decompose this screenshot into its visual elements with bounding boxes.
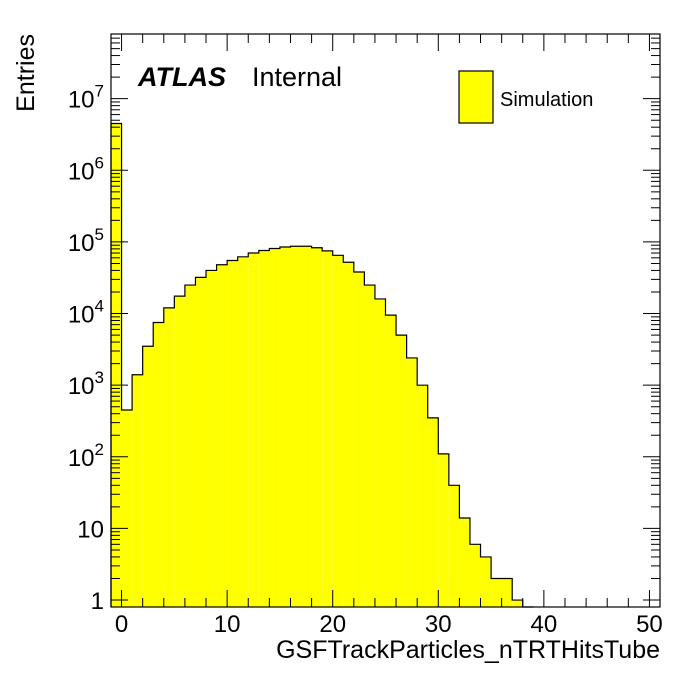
- histogram-bar: [163, 307, 175, 607]
- legend: Simulation: [458, 70, 593, 124]
- atlas-label-bold: ATLAS: [137, 62, 226, 92]
- histogram-bar: [206, 270, 217, 607]
- histogram-bar: [227, 260, 238, 607]
- histogram-bar: [512, 600, 523, 607]
- histogram-bar: [216, 264, 228, 607]
- histogram-bar: [290, 246, 302, 607]
- histogram-bar: [111, 123, 122, 608]
- x-tick-label: 0: [115, 611, 128, 638]
- atlas-label-status: Internal: [252, 62, 342, 92]
- histogram-bar: [396, 335, 407, 607]
- histogram-bar: [332, 255, 344, 607]
- x-tick-label: 50: [636, 611, 663, 638]
- histogram-bar: [459, 517, 470, 607]
- histogram-bar: [353, 272, 365, 607]
- histogram-bar: [491, 578, 502, 607]
- histogram-bar: [385, 315, 397, 607]
- legend-swatch: [458, 70, 494, 124]
- histogram-bar: [174, 296, 185, 607]
- histogram-bar: [438, 453, 449, 607]
- x-tick-labels: 0 10 20 30 40 50: [115, 611, 663, 638]
- histogram-bar: [258, 250, 270, 607]
- histogram-bar: [374, 298, 386, 607]
- x-tick-label: 40: [531, 611, 558, 638]
- axis-ticks: [111, 33, 660, 607]
- histogram-bar: [142, 346, 154, 607]
- histogram-bar: [132, 374, 143, 607]
- histogram-bar: [343, 262, 354, 607]
- histogram-bar: [153, 322, 164, 607]
- histogram-bar: [469, 544, 481, 607]
- histogram-bar: [480, 556, 492, 607]
- y-tick-label: 106: [68, 153, 104, 185]
- histogram-bar: [195, 277, 207, 607]
- histogram-bar: [448, 485, 460, 607]
- x-tick-label: 30: [425, 611, 452, 638]
- histogram-bar: [248, 253, 259, 607]
- histogram-bar: [279, 246, 291, 607]
- y-tick-label: 105: [68, 225, 104, 257]
- y-tick-labels: 1 10 102 103 104 105 106 107: [68, 82, 104, 615]
- y-tick-label: 10: [77, 516, 104, 543]
- y-tick-label: 103: [68, 368, 104, 400]
- y-axis-title: Entries: [12, 34, 40, 112]
- y-tick-label: 1: [91, 588, 104, 615]
- histogram-bar: [406, 357, 418, 607]
- y-tick-label: 104: [68, 297, 104, 329]
- histogram-bar: [311, 247, 323, 607]
- histogram-bar: [417, 385, 428, 607]
- histogram-bar: [322, 250, 333, 607]
- y-tick-label: 107: [68, 82, 104, 114]
- histogram-bar: [301, 246, 312, 607]
- histogram-bar: [364, 285, 375, 607]
- histogram-bars: [111, 123, 523, 608]
- histogram-outline: [110, 122, 534, 608]
- x-axis-title: GSFTrackParticles_nTRTHitsTube: [276, 636, 660, 664]
- atlas-label: ATLAS Internal: [137, 62, 342, 92]
- x-tick-label: 20: [319, 611, 346, 638]
- legend-entry-label: Simulation: [500, 89, 593, 111]
- histogram-bar: [184, 285, 196, 607]
- histogram-bar: [427, 417, 439, 607]
- histogram-bar: [269, 248, 280, 607]
- x-tick-label: 10: [214, 611, 241, 638]
- histogram-bar: [121, 410, 133, 607]
- histogram-bar: [237, 256, 249, 607]
- y-tick-label: 102: [68, 440, 104, 472]
- histogram-bar: [501, 578, 513, 607]
